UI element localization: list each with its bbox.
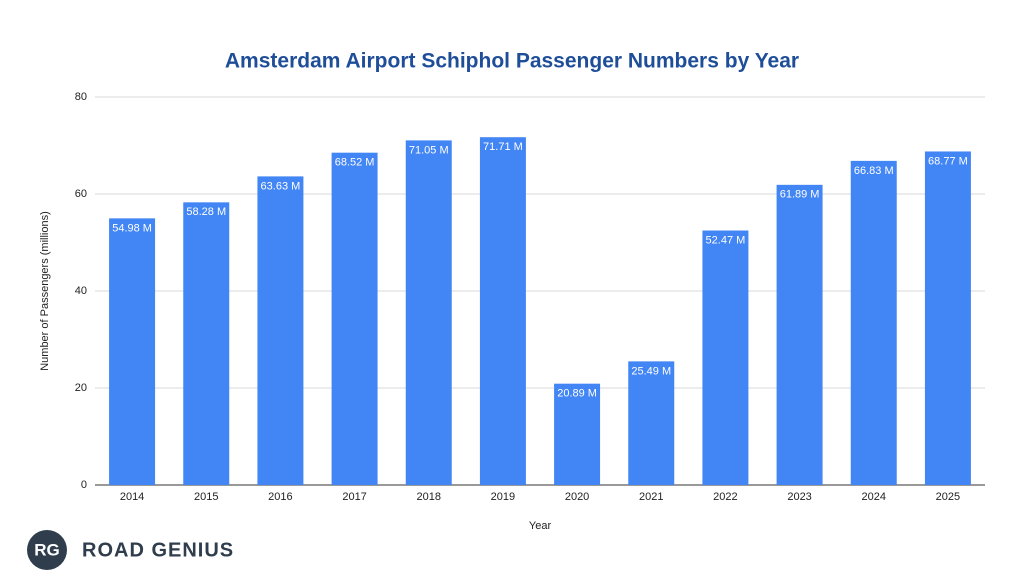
chart-title: Amsterdam Airport Schiphol Passenger Num… xyxy=(225,50,799,73)
value-label: 66.83 M xyxy=(854,165,894,177)
x-tick-label: 2022 xyxy=(713,491,737,503)
x-tick-label: 2014 xyxy=(120,491,144,503)
value-label: 20.89 M xyxy=(557,388,597,400)
value-label: 58.28 M xyxy=(186,206,226,218)
bar xyxy=(628,361,675,485)
bar xyxy=(109,218,156,486)
value-label: 61.89 M xyxy=(780,189,820,201)
bar xyxy=(183,202,230,486)
value-label: 71.05 M xyxy=(409,144,449,156)
bar xyxy=(331,152,378,486)
value-label: 71.71 M xyxy=(483,141,523,153)
x-tick-label: 2021 xyxy=(639,491,663,503)
bar xyxy=(702,230,749,485)
value-label: 52.47 M xyxy=(706,234,746,246)
x-tick-label: 2018 xyxy=(417,491,441,503)
y-tick-label: 40 xyxy=(75,285,87,297)
x-tick-label: 2020 xyxy=(565,491,589,503)
x-tick-label: 2025 xyxy=(936,491,960,503)
x-axis-label: Year xyxy=(529,520,552,532)
x-tick-label: 2015 xyxy=(194,491,218,503)
bar xyxy=(554,383,601,485)
x-tick-label: 2016 xyxy=(268,491,292,503)
bar xyxy=(405,140,452,485)
y-tick-label: 0 xyxy=(81,479,87,491)
bar xyxy=(850,160,897,485)
brand-mark: RG xyxy=(34,540,60,559)
x-tick-label: 2019 xyxy=(491,491,515,503)
x-tick-label: 2023 xyxy=(787,491,811,503)
bar xyxy=(776,184,823,485)
value-label: 54.98 M xyxy=(112,222,152,234)
bar xyxy=(257,176,304,485)
value-label: 68.77 M xyxy=(928,155,968,167)
value-label: 68.52 M xyxy=(335,157,375,169)
y-tick-label: 20 xyxy=(75,382,87,394)
bar xyxy=(924,151,971,485)
value-label: 25.49 M xyxy=(631,365,671,377)
x-tick-label: 2017 xyxy=(342,491,366,503)
y-tick-label: 60 xyxy=(75,188,87,200)
brand-logo xyxy=(27,530,67,570)
brand-name: ROAD GENIUS xyxy=(82,539,234,561)
bar xyxy=(479,137,526,486)
x-tick-label: 2024 xyxy=(862,491,886,503)
value-label: 63.63 M xyxy=(261,180,301,192)
y-tick-label: 80 xyxy=(75,91,87,103)
y-axis-label: Number of Passengers (millions) xyxy=(39,211,51,371)
